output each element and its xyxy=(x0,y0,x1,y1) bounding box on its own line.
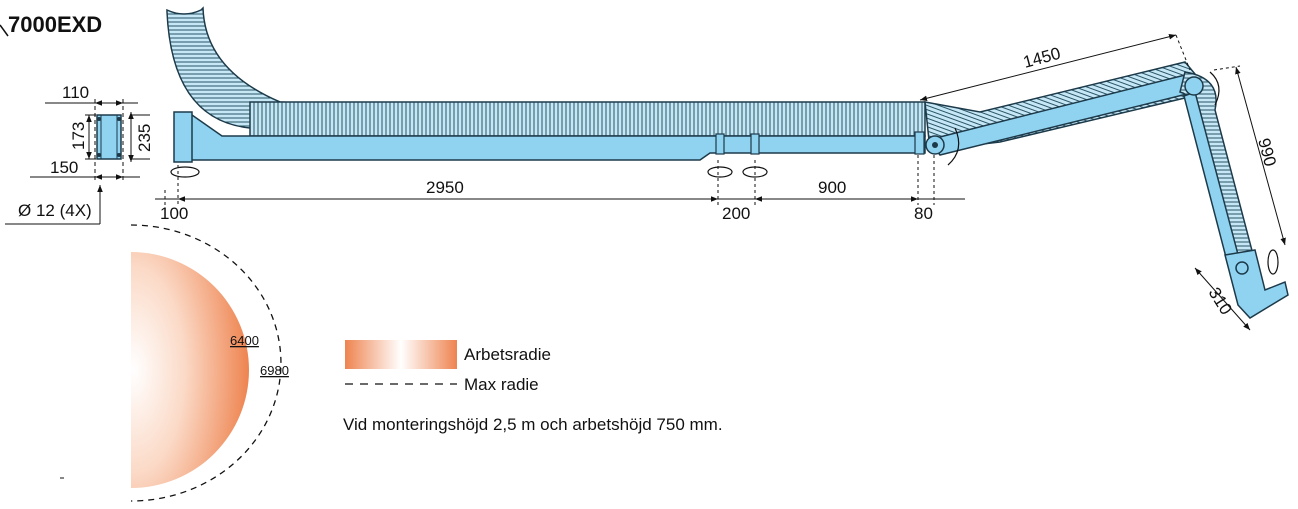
working-radius-area xyxy=(131,252,249,488)
legend-note: Vid monteringshöjd 2,5 m och arbetshöjd … xyxy=(343,415,723,434)
product-title: 7000EXD xyxy=(8,12,102,37)
dim-line-1450 xyxy=(919,34,1177,101)
dim-mount-width: 110 xyxy=(62,83,89,102)
dim-line-990 xyxy=(1235,66,1286,246)
hose-inlet xyxy=(166,6,331,129)
legend-working-radius: Arbetsradie xyxy=(464,345,551,364)
dim-bolt-hole: Ø 12 (4X) xyxy=(18,201,92,220)
legend-working-swatch xyxy=(345,340,457,369)
hose-horizontal xyxy=(249,101,926,137)
work-radius-label: 6400 xyxy=(230,333,259,348)
wall-mount-plate xyxy=(85,99,150,183)
dim-hood: 310 xyxy=(1205,284,1236,318)
dim-line-310 xyxy=(1194,267,1251,331)
dim-start-offset: 100 xyxy=(160,204,188,223)
dim-outer-segment: 900 xyxy=(818,178,846,197)
swivel-joint-2 xyxy=(750,133,760,155)
dim-mid-segment: 200 xyxy=(722,204,750,223)
max-radius-arc xyxy=(130,224,282,502)
dim-joint-offset: 80 xyxy=(914,204,933,223)
dim-inner-arm: 2950 xyxy=(426,178,464,197)
dim-mount-height: 173 xyxy=(69,122,88,150)
title-arrow xyxy=(0,24,9,37)
knee-joint xyxy=(1184,76,1204,96)
dim-mount-depth: 235 xyxy=(135,124,154,152)
dim-mount-base: 150 xyxy=(50,158,78,177)
arm-mount-head xyxy=(173,111,193,163)
dim-upper-arm: 1450 xyxy=(1021,44,1062,72)
legend-max-radius: Max radie xyxy=(464,375,539,394)
max-radius-label: 6980 xyxy=(260,363,289,378)
swivel-joint-1 xyxy=(715,133,725,155)
dim-fore-arm: 990 xyxy=(1254,136,1280,168)
swivel-joint-3 xyxy=(914,131,925,155)
